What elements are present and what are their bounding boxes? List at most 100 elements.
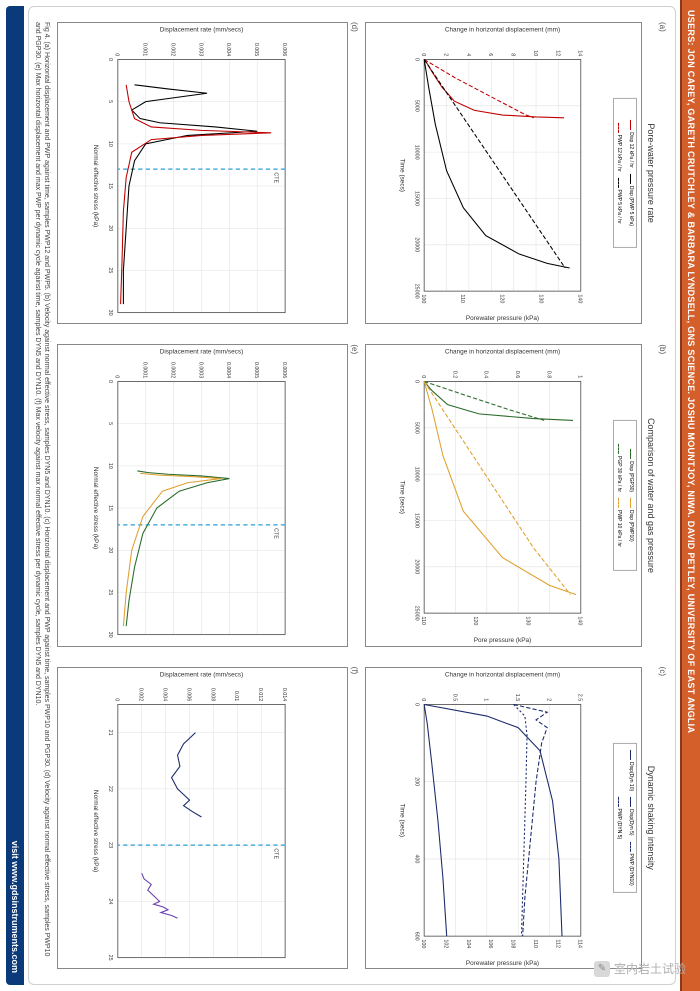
svg-text:112: 112 <box>554 939 560 948</box>
chart-grid: (a)Pore-water pressure rate0500010000150… <box>57 22 667 969</box>
svg-text:130: 130 <box>537 294 543 303</box>
svg-text:104: 104 <box>465 939 471 948</box>
svg-text:0: 0 <box>107 380 113 383</box>
svg-text:0.0002: 0.0002 <box>170 362 176 378</box>
svg-text:0.006: 0.006 <box>281 43 287 56</box>
panel-tag: (f) <box>350 667 359 969</box>
svg-text:1: 1 <box>483 698 489 701</box>
svg-text:15: 15 <box>107 505 113 511</box>
panel-tag: (e) <box>350 344 359 646</box>
svg-text:0.0001: 0.0001 <box>142 362 148 378</box>
svg-text:600: 600 <box>414 931 420 940</box>
svg-text:114: 114 <box>577 939 583 948</box>
watermark: ✎ 室内岩土试验 <box>594 960 686 977</box>
svg-text:0: 0 <box>107 58 113 61</box>
legend: Disp(Dyn 10)Disp(Dyn 5)PWP (DYN10)PWP (D… <box>613 743 637 893</box>
svg-text:0.002: 0.002 <box>138 687 144 700</box>
svg-text:4: 4 <box>465 53 471 56</box>
svg-text:0.5: 0.5 <box>451 693 457 700</box>
svg-text:120: 120 <box>498 294 504 303</box>
svg-text:106: 106 <box>487 939 493 948</box>
svg-text:10: 10 <box>107 463 113 469</box>
svg-text:Displacement rate (mm/secs): Displacement rate (mm/secs) <box>160 349 244 356</box>
header-bar: USERS: JON CAREY, GARETH CRUTCHLEY & BAR… <box>680 0 700 991</box>
svg-text:110: 110 <box>420 617 426 626</box>
svg-text:0.006: 0.006 <box>185 687 191 700</box>
chart-a: 0500010000150002000025000024681012141001… <box>365 22 642 324</box>
svg-text:0.008: 0.008 <box>209 687 215 700</box>
svg-text:Pore pressure (kPa): Pore pressure (kPa) <box>474 637 531 644</box>
panel-e: (e)05101520253000.00010.00020.00030.0004… <box>57 344 359 646</box>
panel-tag: (c) <box>658 667 667 969</box>
panel-d: (d)05101520253000.0010.0020.0030.0040.00… <box>57 22 359 324</box>
svg-text:108: 108 <box>510 939 516 948</box>
svg-text:Time (secs): Time (secs) <box>399 481 406 514</box>
panel-b: (b)Comparison of water and gas pressure 0… <box>365 344 667 646</box>
panel-tag: (b) <box>658 344 667 646</box>
svg-text:20: 20 <box>107 548 113 554</box>
svg-text:0.005: 0.005 <box>253 43 259 56</box>
svg-text:14: 14 <box>577 50 583 56</box>
svg-text:0: 0 <box>414 58 420 61</box>
svg-text:0.012: 0.012 <box>257 687 263 700</box>
watermark-icon: ✎ <box>594 961 610 977</box>
chart-b: 050001000015000200002500000.20.40.60.811… <box>365 344 642 646</box>
chart-d: 05101520253000.0010.0020.0030.0040.0050.… <box>57 22 348 324</box>
svg-text:20000: 20000 <box>414 560 420 575</box>
svg-text:CTE: CTE <box>273 848 279 859</box>
svg-text:25000: 25000 <box>414 606 420 621</box>
svg-text:200: 200 <box>414 777 420 786</box>
svg-text:Normal effective stress (kPa): Normal effective stress (kPa) <box>92 790 99 872</box>
svg-text:102: 102 <box>442 939 448 948</box>
content-frame: (a)Pore-water pressure rate0500010000150… <box>28 6 676 985</box>
panel-tag: (d) <box>350 22 359 324</box>
svg-text:0.003: 0.003 <box>197 43 203 56</box>
svg-text:0: 0 <box>420 376 426 379</box>
panel-title: Dynamic shaking intensity <box>646 667 656 969</box>
svg-text:Displacement rate (mm/secs): Displacement rate (mm/secs) <box>160 27 244 34</box>
svg-text:5: 5 <box>107 100 113 103</box>
panel-tag: (a) <box>658 22 667 324</box>
svg-text:0.004: 0.004 <box>162 687 168 700</box>
figure-caption: Fig 4. (a) Horizontal displacement and P… <box>33 22 51 969</box>
svg-text:0.004: 0.004 <box>225 43 231 56</box>
panel-title: Pore-water pressure rate <box>646 22 656 324</box>
svg-text:0.0005: 0.0005 <box>253 362 259 378</box>
svg-text:Displacement rate (mm/secs): Displacement rate (mm/secs) <box>160 671 244 678</box>
panel-a: (a)Pore-water pressure rate0500010000150… <box>365 22 667 324</box>
svg-text:140: 140 <box>577 294 583 303</box>
svg-text:0: 0 <box>114 376 120 379</box>
svg-text:0.01: 0.01 <box>233 690 239 700</box>
svg-text:10: 10 <box>107 141 113 147</box>
svg-text:0.002: 0.002 <box>170 43 176 56</box>
svg-text:30: 30 <box>107 310 113 316</box>
svg-text:20000: 20000 <box>414 237 420 252</box>
svg-text:0: 0 <box>114 698 120 701</box>
svg-text:30: 30 <box>107 632 113 638</box>
svg-text:0: 0 <box>414 703 420 706</box>
svg-text:0.2: 0.2 <box>451 371 457 378</box>
svg-text:110: 110 <box>532 939 538 948</box>
svg-text:0.0004: 0.0004 <box>225 362 231 378</box>
panel-f: (f)212223242500.0020.0040.0060.0080.010.… <box>57 667 359 969</box>
watermark-text: 室内岩土试验 <box>614 960 686 977</box>
svg-text:24: 24 <box>107 898 113 904</box>
svg-text:100: 100 <box>420 939 426 948</box>
panel-title: Comparison of water and gas pressure <box>646 344 656 646</box>
svg-text:22: 22 <box>107 786 113 792</box>
svg-text:Normal effective stress (kPa): Normal effective stress (kPa) <box>92 145 99 227</box>
svg-text:Porewater pressure (kPa): Porewater pressure (kPa) <box>466 315 539 322</box>
svg-text:140: 140 <box>577 617 583 626</box>
svg-text:0: 0 <box>414 380 420 383</box>
footer-bar: visit www.gdsinstruments.com <box>6 6 24 985</box>
svg-text:25000: 25000 <box>414 284 420 299</box>
svg-text:6: 6 <box>487 53 493 56</box>
chart-e: 05101520253000.00010.00020.00030.00040.0… <box>57 344 348 646</box>
svg-text:1.5: 1.5 <box>514 693 520 700</box>
svg-text:15000: 15000 <box>414 513 420 528</box>
svg-text:21: 21 <box>107 729 113 735</box>
svg-text:15: 15 <box>107 183 113 189</box>
svg-text:15000: 15000 <box>414 191 420 206</box>
svg-text:0.001: 0.001 <box>142 43 148 56</box>
svg-text:2: 2 <box>442 53 448 56</box>
